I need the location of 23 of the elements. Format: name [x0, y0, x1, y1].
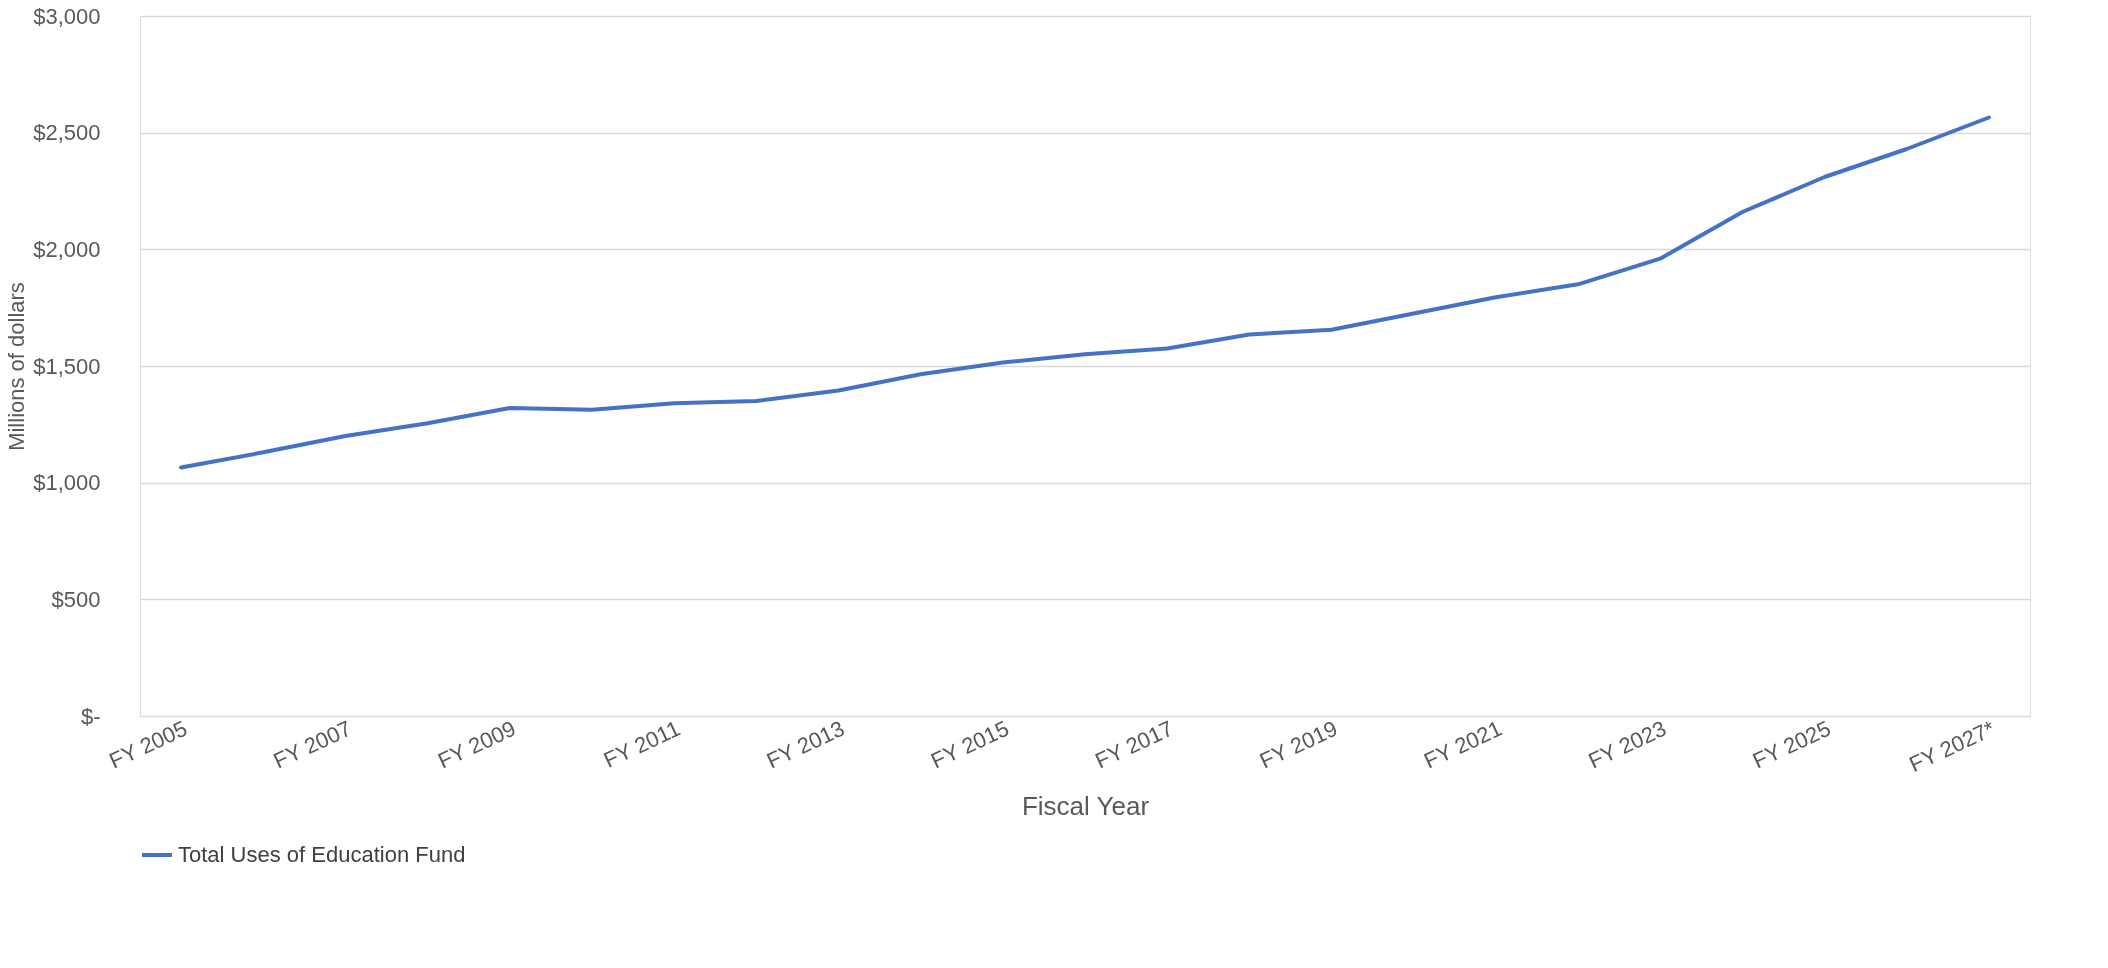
x-tick-label: FY 2019 — [1255, 715, 1342, 774]
line-series — [179, 115, 1991, 470]
x-tick-label: FY 2027* — [1905, 715, 2000, 778]
x-tick-label: FY 2005 — [105, 715, 191, 774]
legend-label: Total Uses of Education Fund — [178, 842, 466, 867]
x-tick-label: FY 2025 — [1748, 715, 1835, 774]
y-tick-label: $2,000 — [33, 236, 101, 262]
x-tick-label: FY 2009 — [433, 715, 520, 774]
x-axis-title: Fiscal Year — [1021, 791, 1150, 822]
x-tick-label: FY 2023 — [1584, 715, 1671, 774]
y-tick-label: $1,000 — [33, 470, 101, 496]
x-tick-label: FY 2017 — [1091, 715, 1177, 774]
y-axis-title: Millions of dollars — [4, 282, 30, 451]
y-tick-label: $1,500 — [33, 353, 101, 379]
y-tick-label: $3,000 — [33, 3, 101, 29]
x-tick-label: FY 2015 — [927, 715, 1013, 774]
x-tick-label: FY 2007 — [269, 715, 356, 774]
x-tick-label: FY 2021 — [1420, 715, 1506, 774]
x-tick-label: FY 2011 — [599, 715, 684, 773]
y-tick-label: $2,500 — [33, 120, 101, 146]
y-tick-label: $- — [80, 703, 101, 729]
y-tick-label: $500 — [51, 586, 101, 612]
x-tick-label: FY 2013 — [762, 715, 849, 774]
